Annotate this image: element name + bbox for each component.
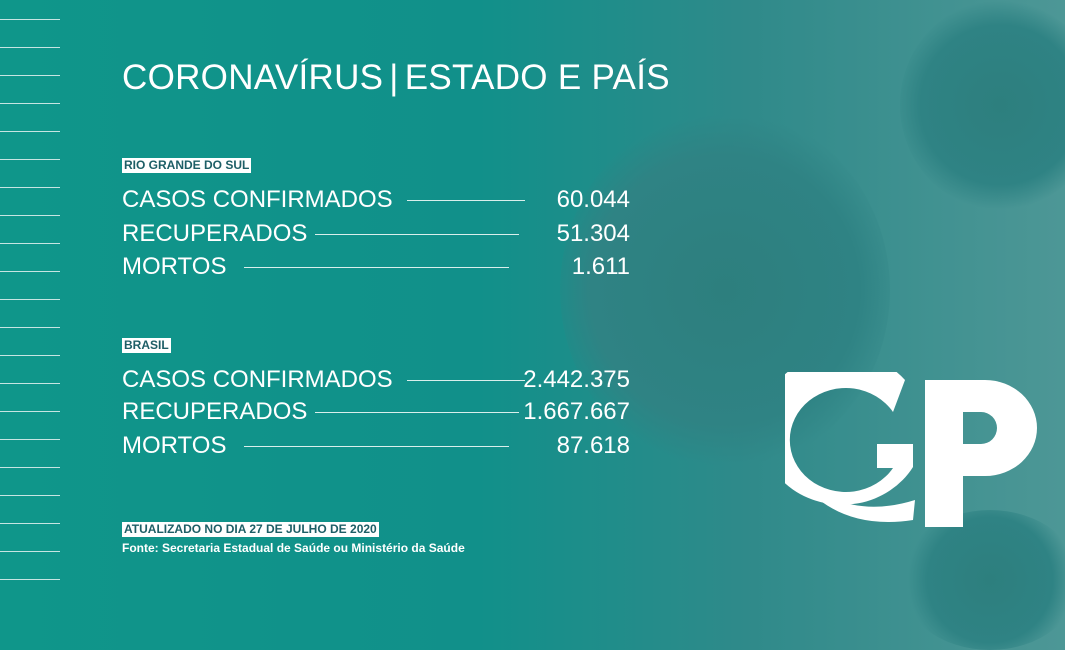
decorative-lines: [0, 19, 60, 607]
source-text: Fonte: Secretaria Estadual de Saúde ou M…: [122, 541, 465, 555]
stat-row: MORTOS 1.611: [122, 253, 630, 280]
stat-row: MORTOS 87.618: [122, 432, 630, 459]
section-label-rs: RIO GRANDE DO SUL: [122, 158, 252, 173]
virus-illustration-small: [900, 0, 1065, 210]
updated-date: ATUALIZADO NO DIA 27 DE JULHO DE 2020: [122, 522, 379, 537]
virus-illustration: [560, 110, 890, 470]
gp-logo: [785, 372, 1037, 527]
stat-row: CASOS CONFIRMADOS 2.442.375: [122, 366, 630, 393]
stat-row: RECUPERADOS 51.304: [122, 220, 630, 247]
section-label-brasil: BRASIL: [122, 338, 171, 353]
stat-row: RECUPERADOS 1.667.667: [122, 398, 630, 425]
page-title: CORONAVÍRUS | ESTADO E PAÍS: [122, 58, 670, 97]
stat-row: CASOS CONFIRMADOS 60.044: [122, 186, 630, 213]
